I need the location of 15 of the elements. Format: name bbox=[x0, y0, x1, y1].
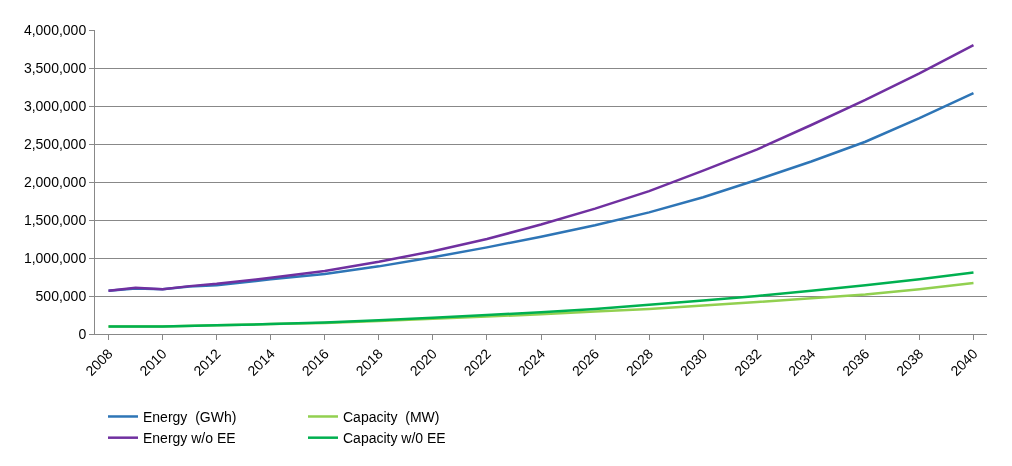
line-series bbox=[107, 271, 975, 328]
y-tick-label: 2,500,000 bbox=[23, 135, 87, 152]
legend-label: Energy w/o EE bbox=[143, 430, 236, 447]
y-tick-label: 3,500,000 bbox=[23, 59, 87, 76]
y-tick-label: 0 bbox=[78, 325, 87, 342]
legend-label: Capacity w/0 EE bbox=[343, 430, 446, 447]
legend-label: Energy (GWh) bbox=[143, 408, 237, 425]
legend-label: Capacity (MW) bbox=[343, 408, 440, 425]
y-tick-label: 1,500,000 bbox=[23, 211, 87, 228]
line-series bbox=[107, 43, 975, 292]
y-tick-label: 2,000,000 bbox=[23, 173, 87, 190]
y-tick-label: 500,000 bbox=[35, 287, 87, 304]
y-tick-label: 3,000,000 bbox=[23, 97, 87, 114]
y-tick-label: 1,000,000 bbox=[23, 249, 87, 266]
y-tick-label: 4,000,000 bbox=[23, 21, 87, 38]
